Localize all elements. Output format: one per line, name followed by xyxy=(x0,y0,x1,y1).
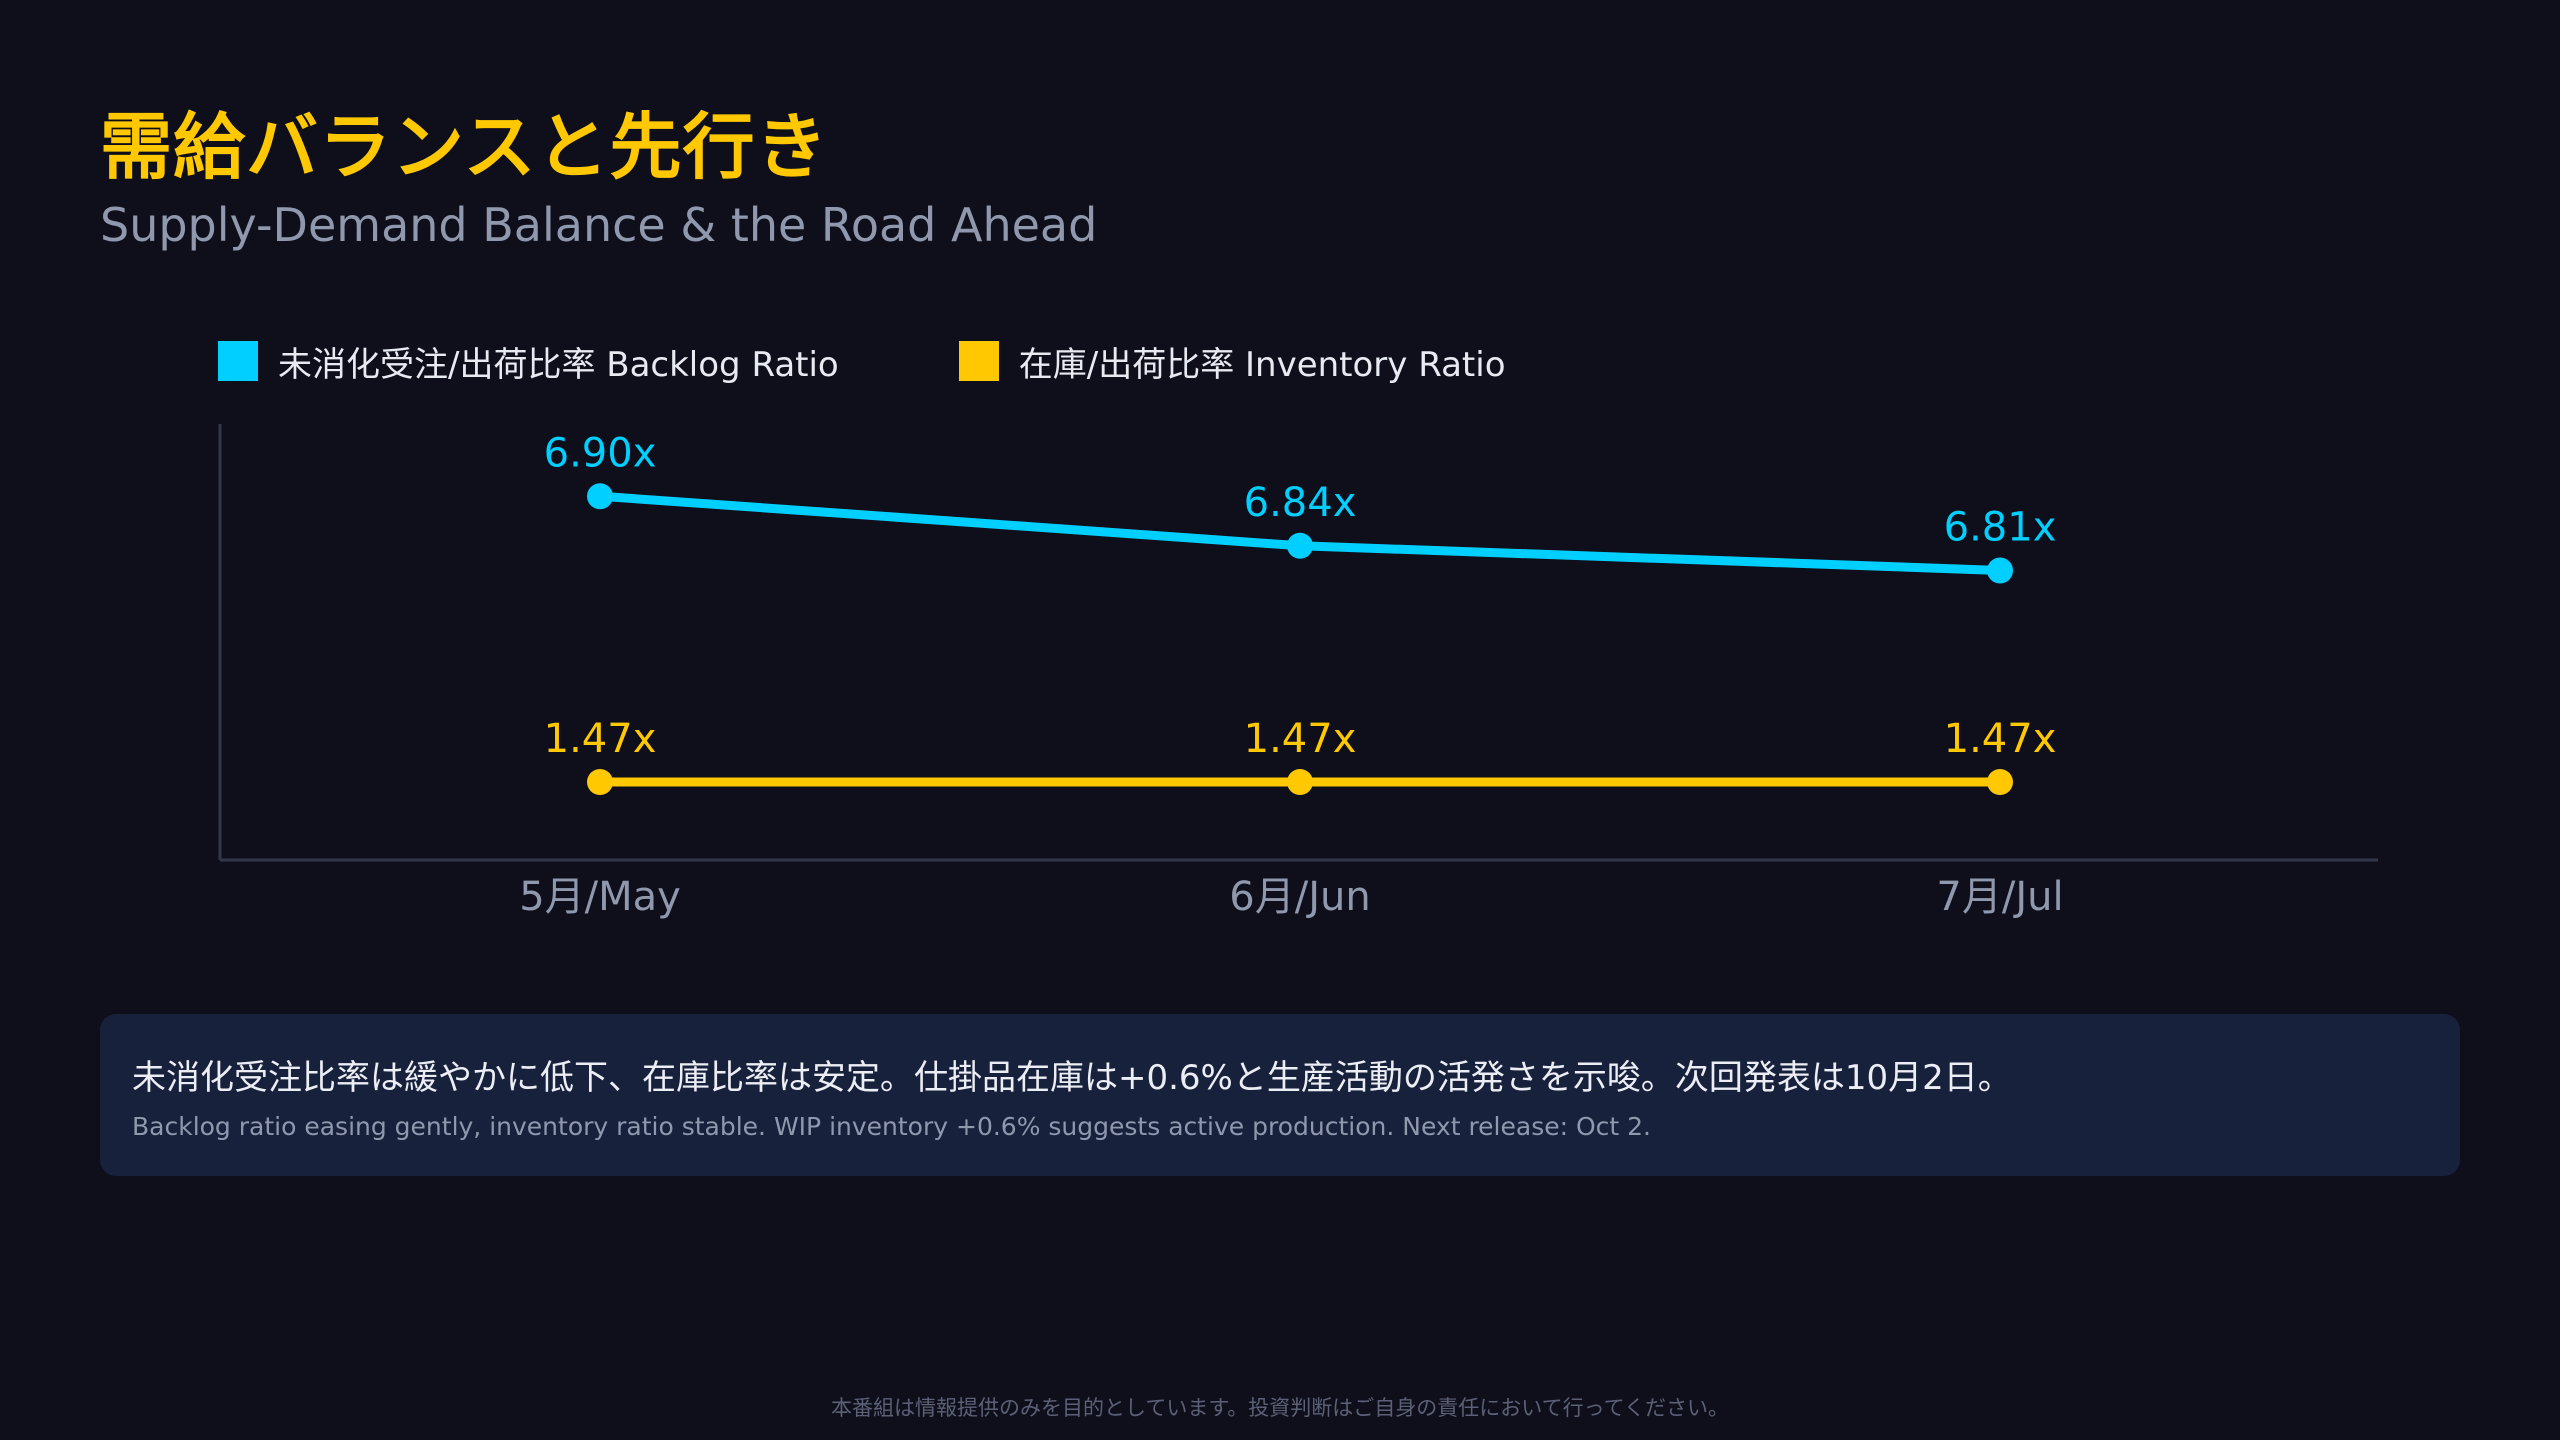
summary-note-ja: 未消化受注比率は緩やかに低下、在庫比率は安定。仕掛品在庫は+0.6%と生産活動の… xyxy=(132,1058,2012,1098)
data-point-1-1 xyxy=(1287,769,1313,795)
legend-label-inventory: 在庫/出荷比率 Inventory Ratio xyxy=(1018,344,1506,385)
legend-swatch-inventory xyxy=(958,341,999,381)
x-tick-label-0: 5月/May xyxy=(519,874,681,920)
data-label-0-0: 6.90x xyxy=(544,430,657,476)
legend-item-inventory: 在庫/出荷比率 Inventory Ratio xyxy=(958,337,1506,386)
data-label-1-0: 1.47x xyxy=(544,716,657,762)
page-subtitle: Supply-Demand Balance & the Road Ahead xyxy=(100,198,1098,252)
data-label-0-1: 6.84x xyxy=(1244,480,1357,526)
x-tick-label-1: 6月/Jun xyxy=(1229,874,1370,920)
data-point-0-2 xyxy=(1987,557,2013,584)
page-title: 需給バランスと先行き xyxy=(100,105,829,189)
legend-label-backlog: 未消化受注/出荷比率 Backlog Ratio xyxy=(278,344,839,385)
data-label-0-2: 6.81x xyxy=(1944,505,2057,551)
data-point-1-0 xyxy=(587,769,613,795)
summary-note-en: Backlog ratio easing gently, inventory r… xyxy=(132,1112,1652,1141)
line-chart: 5月/May 6月/Jun 7月/Jul 6.90x 6.84x 6.81x 1.47x 1.… xyxy=(218,424,2378,920)
summary-note: 未消化受注比率は緩やかに低下、在庫比率は安定。仕掛品在庫は+0.6%と生産活動の… xyxy=(100,1014,2460,1176)
legend-swatch-backlog xyxy=(218,341,258,381)
x-tick-label-2: 7月/Jul xyxy=(1936,874,2063,920)
data-label-1-2: 1.47x xyxy=(1944,716,2057,762)
data-label-1-1: 1.47x xyxy=(1244,716,1357,762)
legend-item-backlog: 未消化受注/出荷比率 Backlog Ratio xyxy=(218,337,839,386)
chart-legend: 未消化受注/出荷比率 Backlog Ratio 在庫/出荷比率 Invento… xyxy=(218,337,1626,386)
disclaimer: 本番組は情報提供のみを目的としています。投資判断はご自身の責任において行ってくだ… xyxy=(831,1396,1729,1420)
data-point-0-1 xyxy=(1287,532,1313,559)
data-point-0-0 xyxy=(587,483,613,510)
data-point-1-2 xyxy=(1987,769,2013,795)
